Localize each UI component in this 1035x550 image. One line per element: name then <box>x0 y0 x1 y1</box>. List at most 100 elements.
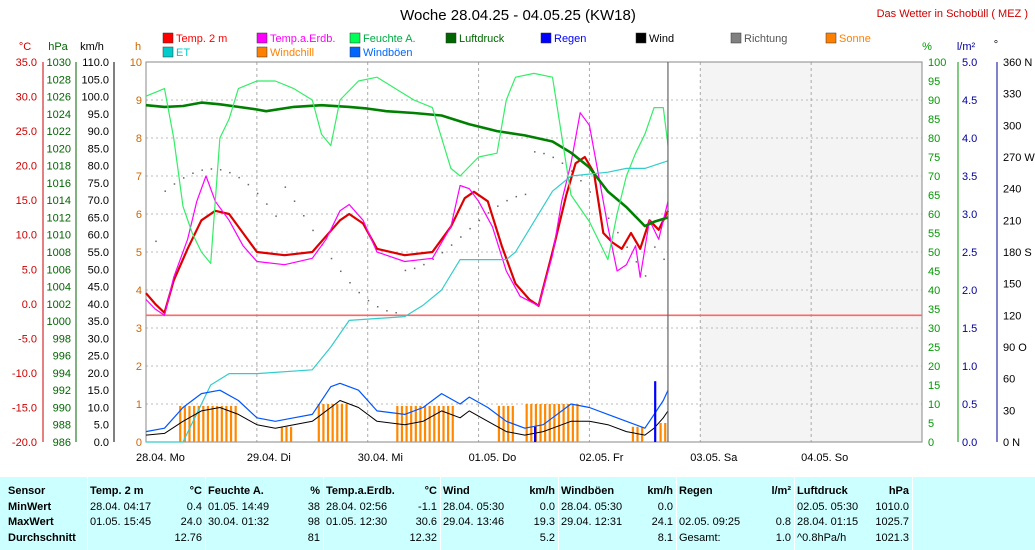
direction-dot <box>173 183 176 185</box>
legend-swatch <box>162 46 174 58</box>
table-col-sep <box>323 477 324 550</box>
hpa-axis-tick: 1030 <box>47 57 71 69</box>
cell-time: 01.05. 12:30 <box>326 516 388 528</box>
series-temp <box>145 155 669 314</box>
rain-axis-tick: 0.5 <box>962 399 977 411</box>
legend-swatch <box>162 32 174 44</box>
grid-layer <box>145 61 923 443</box>
percent-axis-tick: 0 <box>928 437 934 449</box>
cell-time: 01.05. 14:49 <box>208 501 270 513</box>
direction-dot <box>506 199 508 202</box>
sunshine-bar <box>562 404 565 442</box>
direction-dot <box>404 269 407 272</box>
cell-value: 8.1 <box>657 532 673 544</box>
series-gust <box>145 382 669 433</box>
celsius-axis-tick: 0.0 <box>22 299 37 311</box>
rain-axis-tick: 5.0 <box>962 57 977 69</box>
legend-swatch <box>635 32 647 44</box>
kmh-axis-tick: 60.0 <box>88 230 109 242</box>
sunshine-bar <box>280 426 283 442</box>
sunshine-bar <box>530 404 533 442</box>
sunshine-bar <box>202 405 205 442</box>
cell-value: 30.6 <box>415 516 437 528</box>
hpa-axis-tick: 988 <box>53 420 71 432</box>
hpa-axis-tick: 1014 <box>47 195 71 207</box>
kmh-axis-tick: 30.0 <box>88 333 109 345</box>
col-unit: km/h <box>647 485 673 497</box>
cell-time: 01.05. 15:45 <box>90 516 152 528</box>
percent-axis-tick: 25 <box>928 342 940 354</box>
col-unit: % <box>310 485 320 497</box>
percent-axis-tick: 75 <box>928 152 940 164</box>
sunshine-bar <box>345 404 348 442</box>
direction-dot <box>654 246 656 248</box>
kmh-axis-tick: 10.0 <box>88 402 109 414</box>
direction-dot <box>312 229 314 232</box>
percent-axis-tick: 45 <box>928 266 940 278</box>
percent-axis-tick: 40 <box>928 285 940 297</box>
cell-time: 28.04. 04:17 <box>90 501 152 513</box>
direction-dot <box>155 240 157 243</box>
direction-dot <box>303 215 305 217</box>
direction-axis-tick: 210 <box>1003 215 1021 227</box>
direction-dot <box>487 212 490 214</box>
chart-title: Woche 28.04.25 - 04.05.25 (KW18) <box>400 7 636 24</box>
legend-label: Windböen <box>363 47 413 59</box>
direction-dot <box>210 168 213 170</box>
percent-axis-tick: 100 <box>928 57 946 69</box>
direction-axis-tick: 90 O <box>1003 342 1027 354</box>
kmh-axis-tick: 15.0 <box>88 385 109 397</box>
sunshine-bar <box>197 405 200 442</box>
series-soil <box>145 112 669 316</box>
hpa-axis-tick: 998 <box>53 333 71 345</box>
sunshine-bar <box>317 404 320 442</box>
sunshine-bar <box>571 404 574 442</box>
hpa-axis-unit: hPa <box>48 41 68 53</box>
cell-time: 28.04. 01:15 <box>797 516 859 528</box>
cell-time: 02.05. 05:30 <box>797 501 859 513</box>
sunshine-bar <box>567 404 570 442</box>
hours-axis-tick: 1 <box>136 399 142 411</box>
direction-axis-tick: 360 N <box>1003 57 1032 69</box>
sunshine-bar <box>447 405 450 442</box>
direction-dot <box>182 177 185 179</box>
direction-dot <box>644 275 647 277</box>
sunshine-bar <box>326 404 330 442</box>
cell-value: 19.3 <box>533 516 555 528</box>
celsius-axis-tick: -10.0 <box>12 368 37 380</box>
cell-value: 24.1 <box>651 516 673 528</box>
cell-value: 1021.3 <box>875 532 909 544</box>
direction-dot <box>219 169 222 171</box>
hpa-axis-tick: 1002 <box>47 299 71 311</box>
kmh-axis-tick: 25.0 <box>88 351 109 363</box>
cell-value: 1025.7 <box>875 516 909 528</box>
source-label: Das Wetter in Schobüll ( MEZ ) <box>877 8 1028 20</box>
celsius-axis-tick: 5.0 <box>22 264 37 276</box>
cell-time: ^0.8hPa/h <box>797 532 847 544</box>
table-col-sep <box>87 477 88 550</box>
sunshine-bar <box>451 405 454 442</box>
direction-dot <box>524 193 527 196</box>
direction-dot <box>330 257 333 260</box>
table-col-sep <box>440 477 441 550</box>
legend-swatch <box>825 32 837 44</box>
rain-axis-tick: 4.5 <box>962 95 977 107</box>
direction-dot <box>229 171 231 174</box>
hpa-axis-tick: 1026 <box>47 92 71 104</box>
col-unit: °C <box>189 485 202 497</box>
cell-value: -1.1 <box>418 501 437 513</box>
direction-dot <box>340 270 342 273</box>
direction-dot <box>469 227 471 230</box>
direction-axis-tick: 30 <box>1003 405 1015 417</box>
sunshine-bar <box>188 405 191 442</box>
cell-value: 0.0 <box>539 501 555 513</box>
hours-axis-tick: 3 <box>136 323 142 335</box>
table-col-sep <box>558 477 559 550</box>
hours-axis-tick: 5 <box>136 247 142 259</box>
direction-dot <box>284 186 287 188</box>
cell-time: Gesamt: <box>679 532 721 544</box>
legend-label: Feuchte A. <box>363 33 416 45</box>
percent-axis-tick: 90 <box>928 95 940 107</box>
direction-dot <box>478 219 481 222</box>
col-title: Temp. 2 m <box>90 485 144 497</box>
